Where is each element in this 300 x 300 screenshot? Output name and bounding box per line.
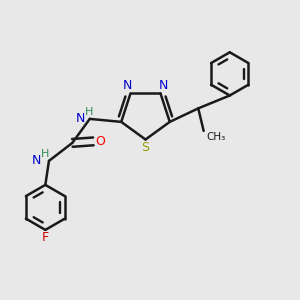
Text: N: N — [76, 112, 86, 125]
Text: S: S — [142, 141, 149, 154]
Text: CH₃: CH₃ — [206, 133, 225, 142]
Text: N: N — [32, 154, 41, 167]
Text: F: F — [42, 231, 49, 244]
Text: H: H — [85, 107, 93, 117]
Text: H: H — [40, 149, 49, 159]
Text: N: N — [123, 80, 132, 92]
Text: N: N — [159, 80, 168, 92]
Text: O: O — [95, 135, 105, 148]
